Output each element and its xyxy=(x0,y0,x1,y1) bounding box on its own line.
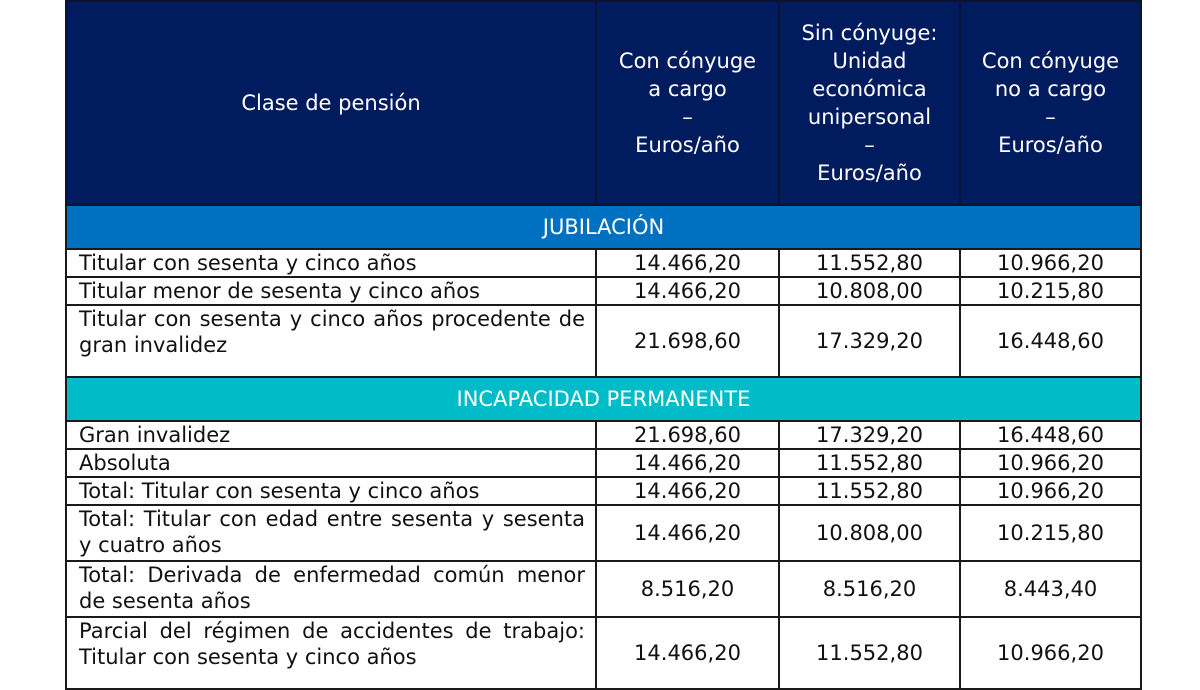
pension-table: Clase de pensión Con cónyuge a cargo – E… xyxy=(65,0,1142,690)
cell-value: 14.466,20 xyxy=(595,248,780,278)
cell-value: 8.516,20 xyxy=(595,560,780,618)
table-row: Absoluta 14.466,20 11.552,80 10.966,20 xyxy=(65,448,1142,478)
row-label: Parcial del régimen de accidentes de tra… xyxy=(65,616,597,690)
cell-value: 14.466,20 xyxy=(595,616,780,690)
cell-value: 14.466,20 xyxy=(595,276,780,306)
cell-value: 14.466,20 xyxy=(595,448,780,478)
cell-value: 10.808,00 xyxy=(778,276,961,306)
cell-value: 17.329,20 xyxy=(778,420,961,450)
section-title: JUBILACIÓN xyxy=(65,204,1142,250)
cell-value: 16.448,60 xyxy=(959,304,1142,378)
cell-value: 11.552,80 xyxy=(778,448,961,478)
cell-value: 8.443,40 xyxy=(959,560,1142,618)
row-label: Titular con sesenta y cinco años xyxy=(65,248,597,278)
cell-value: 10.966,20 xyxy=(959,248,1142,278)
cell-value: 10.808,00 xyxy=(778,504,961,562)
cell-value: 21.698,60 xyxy=(595,420,780,450)
header-row: Clase de pensión Con cónyuge a cargo – E… xyxy=(65,0,1142,206)
table-row: Gran invalidez 21.698,60 17.329,20 16.44… xyxy=(65,420,1142,450)
table-row: Total: Derivada de enfermedad común meno… xyxy=(65,560,1142,618)
row-label: Gran invalidez xyxy=(65,420,597,450)
cell-value: 17.329,20 xyxy=(778,304,961,378)
row-label: Absoluta xyxy=(65,448,597,478)
table-row: Titular con sesenta y cinco años 14.466,… xyxy=(65,248,1142,278)
cell-value: 10.966,20 xyxy=(959,448,1142,478)
cell-value: 8.516,20 xyxy=(778,560,961,618)
table-row: Titular con sesenta y cinco años procede… xyxy=(65,304,1142,378)
cell-value: 10.215,80 xyxy=(959,276,1142,306)
table-row: Titular menor de sesenta y cinco años 14… xyxy=(65,276,1142,306)
col-header-con-conyuge-no-a-cargo: Con cónyuge no a cargo – Euros/año xyxy=(959,0,1142,206)
row-label: Titular con sesenta y cinco años procede… xyxy=(65,304,597,378)
cell-value: 10.966,20 xyxy=(959,476,1142,506)
section-title: INCAPACIDAD PERMANENTE xyxy=(65,376,1142,422)
cell-value: 11.552,80 xyxy=(778,616,961,690)
col-header-clase: Clase de pensión xyxy=(65,0,597,206)
row-label: Titular menor de sesenta y cinco años xyxy=(65,276,597,306)
cell-value: 21.698,60 xyxy=(595,304,780,378)
cell-value: 14.466,20 xyxy=(595,476,780,506)
row-label: Total: Titular con edad entre sesenta y … xyxy=(65,504,597,562)
row-label: Total: Titular con sesenta y cinco años xyxy=(65,476,597,506)
cell-value: 10.215,80 xyxy=(959,504,1142,562)
cell-value: 14.466,20 xyxy=(595,504,780,562)
section-incapacidad-permanente: INCAPACIDAD PERMANENTE xyxy=(65,376,1142,422)
cell-value: 11.552,80 xyxy=(778,248,961,278)
table-row: Total: Titular con edad entre sesenta y … xyxy=(65,504,1142,562)
row-label: Total: Derivada de enfermedad común meno… xyxy=(65,560,597,618)
section-jubilacion: JUBILACIÓN xyxy=(65,204,1142,250)
table-row: Parcial del régimen de accidentes de tra… xyxy=(65,616,1142,690)
cell-value: 10.966,20 xyxy=(959,616,1142,690)
cell-value: 16.448,60 xyxy=(959,420,1142,450)
cell-value: 11.552,80 xyxy=(778,476,961,506)
table-row: Total: Titular con sesenta y cinco años … xyxy=(65,476,1142,506)
col-header-sin-conyuge: Sin cónyuge: Unidad económica unipersona… xyxy=(778,0,961,206)
col-header-con-conyuge-a-cargo: Con cónyuge a cargo – Euros/año xyxy=(595,0,780,206)
